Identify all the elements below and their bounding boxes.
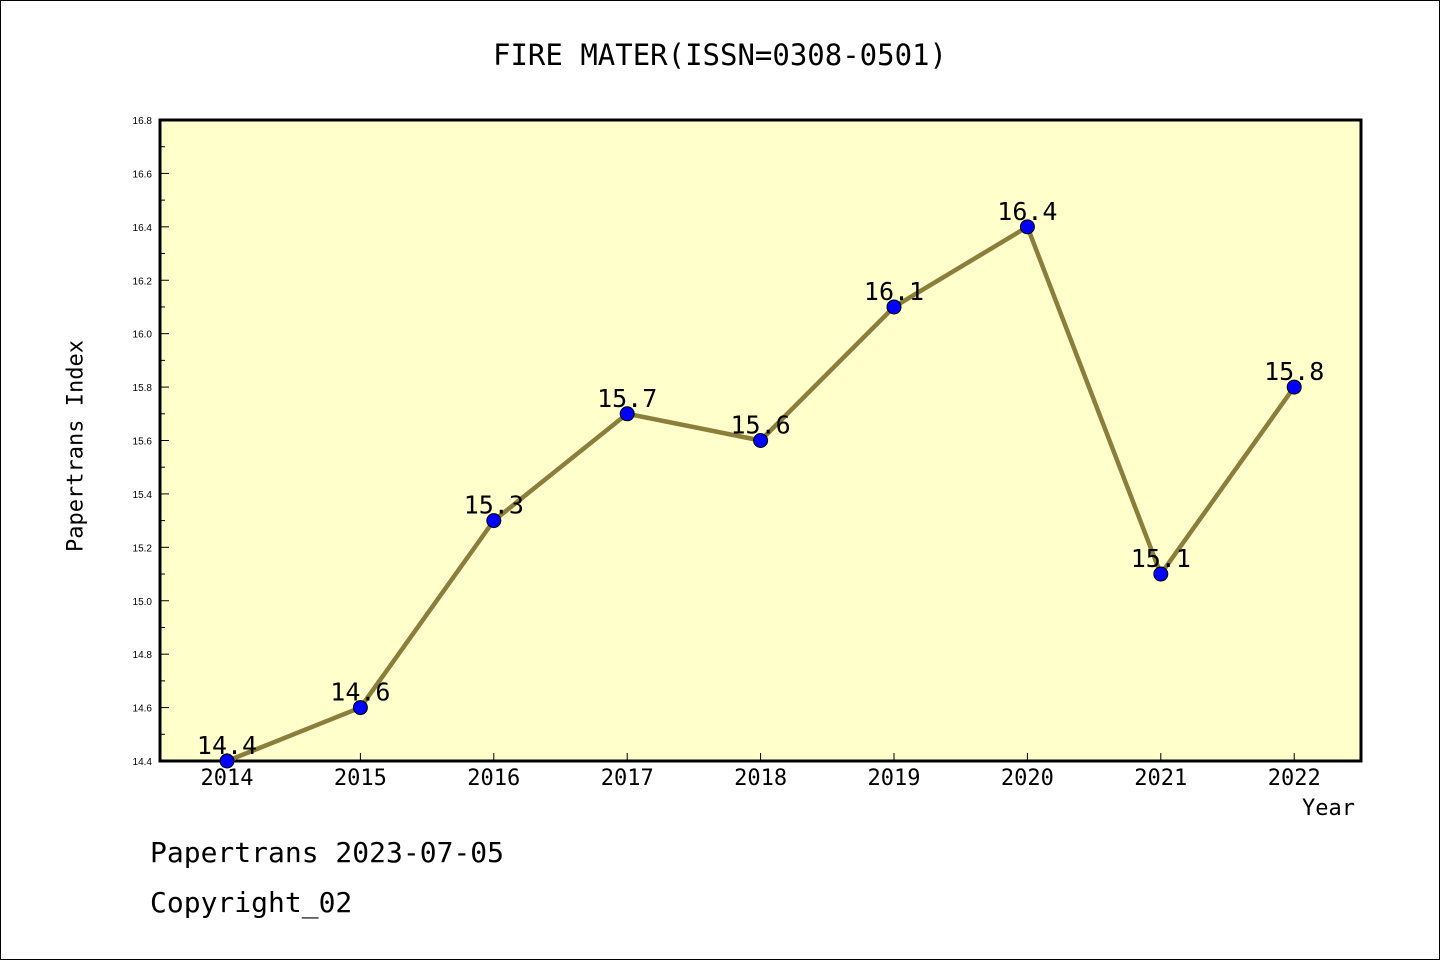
data-label: 16.4: [997, 197, 1057, 226]
x-tick-label: 2019: [868, 766, 921, 791]
data-label: 15.6: [730, 411, 790, 440]
data-point: [886, 299, 902, 315]
y-tick-label: 16.2: [133, 276, 153, 287]
y-tick-label: 15.4: [133, 490, 153, 501]
data-point: [352, 700, 368, 716]
x-tick-label: 2018: [734, 766, 787, 791]
data-label: 15.7: [597, 384, 657, 413]
x-tick-label: 2021: [1134, 766, 1187, 791]
data-point: [619, 406, 635, 422]
x-tick-label: 2015: [334, 766, 387, 791]
data-point: [1153, 566, 1169, 582]
y-tick-label: 14.6: [133, 704, 153, 715]
y-tick-label: 16.6: [133, 169, 153, 180]
y-tick-label: 15.2: [133, 543, 153, 554]
data-label: 15.8: [1264, 357, 1324, 386]
y-tick-label: 15.6: [133, 437, 153, 448]
y-tick-label: 16.0: [133, 330, 153, 341]
x-tick-label: 2016: [467, 766, 520, 791]
data-label: 16.1: [864, 277, 924, 306]
data-point: [486, 513, 502, 529]
data-point: [1286, 379, 1302, 395]
x-tick-label: 2017: [601, 766, 654, 791]
y-tick-label: 15.0: [133, 597, 153, 608]
data-point: [753, 433, 769, 448]
chart-title: FIRE MATER(ISSN=0308-0501): [493, 38, 947, 72]
x-tick-label: 2022: [1268, 766, 1321, 791]
y-tick-label: 15.8: [133, 383, 153, 394]
y-tick-label: 14.4: [133, 757, 153, 768]
data-label: 15.3: [464, 491, 524, 520]
footer-date: Papertrans 2023-07-05: [150, 836, 505, 869]
data-label: 14.4: [197, 731, 257, 760]
data-label: 15.1: [1131, 544, 1191, 573]
x-axis-label: Year: [1302, 796, 1355, 821]
data-point: [1019, 219, 1035, 235]
plot-border: [158, 118, 1363, 763]
x-tick-label: 2014: [201, 766, 254, 791]
y-tick-label: 16.4: [133, 223, 153, 234]
y-tick-label: 16.8: [133, 116, 153, 127]
data-label: 14.6: [330, 678, 390, 707]
x-tick-label: 2020: [1001, 766, 1054, 791]
y-tick-label: 14.8: [133, 650, 153, 661]
data-point: [219, 753, 235, 769]
footer-copyright: Copyright_02: [150, 886, 353, 919]
